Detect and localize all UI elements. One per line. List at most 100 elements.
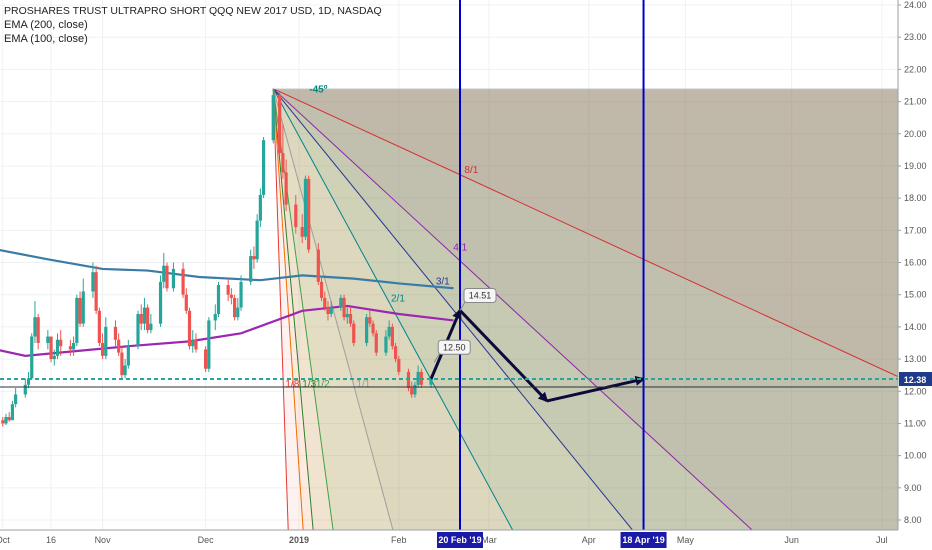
fan-label-1-8: 1/8 <box>285 379 299 390</box>
candle-body <box>410 388 414 395</box>
candle-body <box>284 172 288 205</box>
candle <box>100 333 105 360</box>
candle <box>307 175 311 253</box>
y-tick-label: 16.00 <box>904 258 927 268</box>
date-marker-badge <box>437 532 483 548</box>
candle <box>365 314 369 347</box>
candle <box>278 91 282 157</box>
candle-body <box>142 307 147 324</box>
candle-body <box>117 339 121 353</box>
price-callouts[interactable]: 14.51 12.50 <box>433 287 497 363</box>
ema200-legend[interactable]: EMA (200, close) <box>4 19 88 31</box>
candle-body <box>258 194 262 221</box>
candle <box>30 333 34 379</box>
candle <box>7 412 11 422</box>
candle-body <box>191 339 195 347</box>
x-tick-label: 16 <box>46 535 56 545</box>
chart-legend: PROSHARES TRUST ULTRAPRO SHORT QQQ NEW 2… <box>4 4 382 46</box>
candle-body <box>104 326 108 356</box>
date-marker-badge <box>620 532 667 548</box>
candle <box>213 304 217 331</box>
candle-body <box>187 310 192 347</box>
candle-body <box>345 314 349 318</box>
candle-body <box>149 323 153 331</box>
candle <box>239 275 243 311</box>
y-tick-label: 11.00 <box>904 418 926 428</box>
candle <box>23 378 27 398</box>
fan-line-8-1 <box>273 88 899 378</box>
candle <box>316 243 320 286</box>
candle <box>123 359 127 379</box>
candle <box>255 214 259 263</box>
candle-body <box>365 317 369 343</box>
candle-body <box>204 349 208 369</box>
candle <box>139 304 143 331</box>
candle <box>236 297 240 321</box>
candle <box>413 381 417 398</box>
candle <box>1 417 5 427</box>
candle-body <box>233 297 237 318</box>
date-markers[interactable] <box>459 0 645 530</box>
candle-body <box>165 265 169 289</box>
candle <box>319 275 324 302</box>
candle-body <box>23 384 27 395</box>
candle <box>126 339 130 369</box>
ema200-line <box>0 249 454 290</box>
candle <box>352 320 356 347</box>
candle-body <box>26 378 31 385</box>
candle-body <box>30 336 34 379</box>
x-tick-label: 2019 <box>289 535 309 545</box>
candle-body <box>323 297 327 308</box>
candle-body <box>236 307 240 318</box>
candle <box>59 330 63 356</box>
candle <box>300 214 304 244</box>
x-tick-label: Nov <box>95 535 112 545</box>
candle-body <box>91 272 95 292</box>
x-tick-label: Feb <box>391 535 407 545</box>
y-tick-label: 15.00 <box>904 290 927 300</box>
y-tick-label: 18.00 <box>904 193 927 203</box>
candle <box>81 278 85 327</box>
current-price-line <box>0 378 898 388</box>
fan-zone <box>273 88 898 537</box>
candle-body <box>281 153 285 173</box>
candle <box>294 194 298 234</box>
candlestick-series[interactable] <box>0 88 433 429</box>
candle <box>342 294 346 321</box>
candle <box>78 291 82 327</box>
projection-arrow <box>458 309 549 403</box>
candle <box>397 355 401 376</box>
candle <box>271 88 275 144</box>
candle-body <box>36 317 40 343</box>
candle-body <box>1 420 5 424</box>
candle <box>68 339 72 356</box>
x-tick-label: Jun <box>784 535 799 545</box>
fan-line-1-4 <box>272 88 305 537</box>
y-tick-label: 10.00 <box>904 451 927 461</box>
candle <box>46 330 50 350</box>
candle-body <box>303 178 308 237</box>
candle-body <box>261 140 266 195</box>
candle <box>181 262 185 298</box>
x-tick-label: Apr <box>582 535 596 545</box>
price-callout: 14.51 <box>459 287 497 311</box>
date-marker-label: 20 Feb '19 <box>438 535 481 545</box>
candle-body <box>249 256 253 282</box>
candle <box>394 342 398 363</box>
candle-body <box>307 178 311 250</box>
candle-body <box>55 339 60 356</box>
candle <box>104 317 108 360</box>
candle <box>284 159 288 211</box>
candle <box>187 307 192 350</box>
candle-body <box>52 355 56 360</box>
candle-body <box>326 307 330 314</box>
x-tick-label: May <box>677 535 695 545</box>
candle <box>184 288 188 314</box>
candle <box>149 314 153 334</box>
candle-body <box>46 336 50 343</box>
candle-body <box>94 272 98 311</box>
fan-label-8-1: 8/1 <box>464 165 478 176</box>
ema100-legend[interactable]: EMA (100, close) <box>4 33 88 45</box>
